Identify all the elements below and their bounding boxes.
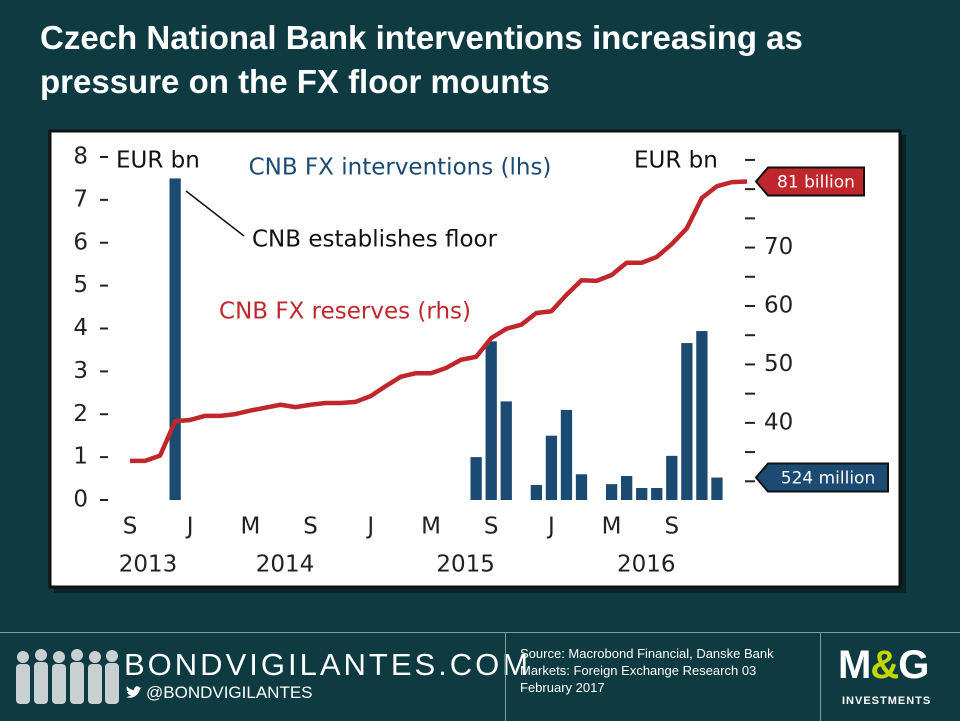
leader-line [185,190,245,237]
twitter-icon [126,686,142,698]
x-tick-label: S [664,514,679,540]
x-group-label: 2015 [436,552,495,578]
series-label: CNB FX reserves (rhs) [219,299,471,325]
x-tick-label: J [546,514,555,540]
people-icon [16,649,119,704]
footer: BONDVIGILANTES.COM @BONDVIGILANTES Sourc… [0,632,960,721]
bar [696,331,708,500]
twitter-handle: @BONDVIGILANTES [146,683,313,702]
y2-tick-label: 70 [764,234,793,260]
bar [621,475,633,500]
y-tick-label: 0 [73,487,88,513]
bar [681,343,693,500]
y2-axis-label: EUR bn [634,148,718,174]
x-tick-label: S [484,514,499,540]
bar [711,477,723,500]
divider [820,633,821,721]
y2-tick-label: 60 [764,293,793,319]
y2-tick-label: 40 [764,409,793,435]
slide-title: Czech National Bank interventions increa… [40,19,803,100]
bar [485,341,497,500]
value-label: 524 million [781,469,875,489]
annotation: CNB establishes floor [252,227,498,253]
bar [545,435,558,500]
x-tick-label: S [303,514,318,540]
bar [605,484,618,500]
y-tick-label: 5 [73,272,88,298]
bar [575,474,588,500]
value-label: 81 billion [777,173,855,193]
source-note: Source: Macrobond Financial, Danske Bank… [520,646,774,695]
x-group-label: 2014 [256,552,315,578]
site-name: BONDVIGILANTES.COM [124,647,532,682]
bar [169,178,181,500]
x-tick-label: J [185,514,194,540]
x-group-label: 2013 [119,552,178,578]
bar [636,487,648,500]
x-tick-label: M [602,514,622,540]
x-tick-label: J [365,514,374,540]
y-tick-label: 6 [73,229,88,255]
bar [530,484,542,500]
bar [470,457,482,500]
x-group-label: 2016 [617,552,676,578]
y-tick-label: 8 [73,144,88,170]
y2-tick-label: 50 [764,351,793,377]
x-tick-label: M [421,514,441,540]
series-label: CNB FX interventions (lhs) [249,155,552,181]
x-tick-label: S [123,514,138,540]
bar [560,409,573,500]
y-tick-label: 4 [73,315,88,341]
y-tick-label: 3 [73,358,88,384]
chart: EUR bn EUR bn CNB FX interventions (lhs)… [48,129,906,593]
bar [651,487,663,500]
x-tick-label: M [240,514,260,540]
divider [505,633,506,721]
callout-box [754,462,889,493]
chart-frame [48,129,902,589]
callout-box [754,166,865,197]
logo: M&G [838,643,929,687]
line [130,179,748,464]
bar [666,455,678,500]
y-tick-label: 7 [73,186,88,212]
y-axis-label: EUR bn [116,148,200,174]
logo-subtitle: INVESTMENTS [842,695,932,707]
y-tick-label: 1 [73,444,88,470]
bar [500,401,512,500]
y-tick-label: 2 [73,401,88,427]
